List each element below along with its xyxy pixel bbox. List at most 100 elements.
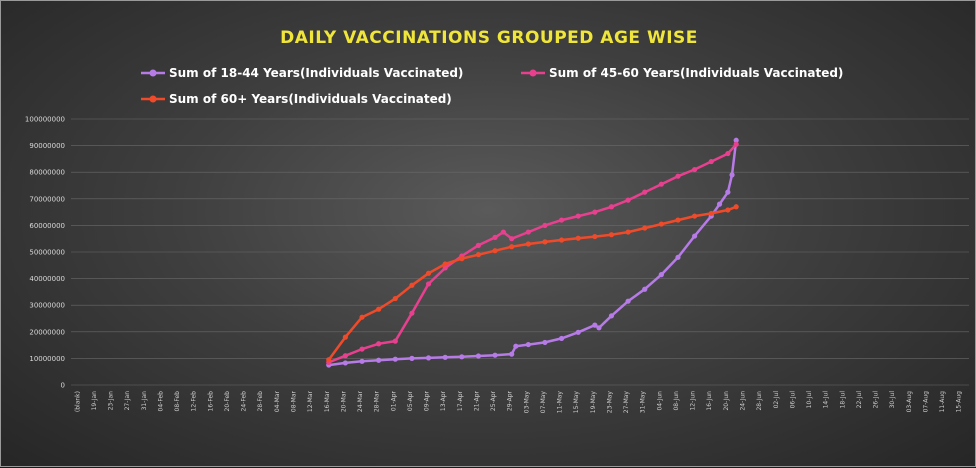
data-point [409, 310, 415, 316]
x-axis: (blank) 19-Jan 23-Jan 27-Jan 31-Jan 04-Feb 08-… [74, 390, 962, 413]
data-point [708, 158, 714, 165]
data-point [359, 346, 365, 352]
data-point [558, 217, 565, 223]
x-tick-label: 20-Feb [224, 391, 231, 412]
data-point [392, 295, 398, 302]
data-point [625, 229, 631, 235]
legend-item: Sum of 45-60 Years(Individuals Vaccinate… [521, 66, 843, 80]
x-tick-label: 22-Jul [856, 391, 863, 409]
x-tick-label: 03-Aug [906, 391, 913, 413]
x-tick-label: 23-Jan [108, 391, 115, 411]
y-tick-label: 80000000 [29, 169, 65, 177]
data-point [475, 242, 482, 248]
data-point [376, 341, 382, 347]
x-tick-label: 30-Jul [889, 391, 896, 409]
y-tick-label: 10000000 [29, 355, 65, 363]
chart-title: DAILY VACCINATIONS GROUPED AGE WISE [280, 28, 698, 48]
data-point [475, 252, 482, 258]
x-tick-label: 08-Feb [174, 391, 181, 412]
x-tick-label: 07-May [540, 391, 547, 414]
x-tick-label: 01-Apr [390, 390, 397, 411]
series-line [327, 205, 737, 361]
x-tick-label: 13-Apr [440, 390, 447, 411]
data-point [575, 213, 581, 219]
data-point [592, 209, 598, 215]
x-tick-label: 04-Mar [274, 390, 281, 412]
data-point [575, 235, 581, 241]
x-tick-label: 28-Jun [756, 391, 763, 411]
x-tick-label: 24-Mar [357, 390, 364, 412]
data-point [492, 234, 498, 240]
series-line [328, 143, 738, 364]
legend-marker [149, 95, 157, 103]
data-point [708, 210, 714, 217]
x-tick-label: 20-Mar [340, 390, 347, 412]
data-point [326, 357, 332, 363]
data-point [729, 172, 735, 178]
data-point [625, 197, 631, 203]
data-point [642, 225, 648, 231]
data-point [342, 353, 348, 359]
data-point [509, 236, 515, 242]
x-tick-label: 17-Apr [457, 390, 464, 411]
legend-item: Sum of 60+ Years(Individuals Vaccinated) [141, 92, 452, 106]
y-tick-label: 50000000 [29, 249, 65, 257]
series-2 [326, 141, 739, 365]
data-point [376, 357, 382, 363]
data-point [725, 207, 731, 213]
x-tick-label: 02-Jul [773, 391, 780, 409]
data-point [342, 360, 348, 366]
x-tick-label: 19-May [590, 391, 597, 414]
data-point [608, 232, 615, 238]
x-tick-label: 11-May [557, 391, 564, 414]
data-point [733, 204, 739, 210]
data-point [359, 358, 365, 364]
x-tick-label: 07-Aug [922, 391, 929, 413]
x-tick-label: 12-Jun [690, 391, 697, 411]
data-point [392, 338, 398, 344]
legend-marker [529, 69, 537, 77]
y-tick-label: 90000000 [29, 142, 65, 150]
data-point [658, 272, 664, 278]
data-point [459, 256, 465, 262]
y-axis: 0 10000000 20000000 30000000 40000000 5000000… [25, 116, 65, 390]
data-point [608, 313, 615, 319]
y-tick-label: 0 [61, 382, 65, 390]
x-tick-label: 05-Apr [407, 390, 414, 411]
data-point [425, 355, 432, 361]
data-point [642, 286, 648, 292]
legend-marker [149, 69, 157, 77]
data-point [642, 189, 648, 195]
y-tick-label: 30000000 [29, 302, 65, 310]
data-point [509, 351, 515, 357]
data-point [409, 355, 415, 361]
y-tick-label: 40000000 [29, 275, 65, 283]
x-tick-label: 10-Jul [806, 391, 813, 409]
data-point [525, 341, 531, 348]
data-point [409, 282, 415, 288]
x-tick-label: 19-Jan [91, 391, 98, 411]
data-point [392, 356, 398, 362]
x-tick-label: 06-Jul [789, 391, 796, 409]
chart-legend: Sum of 18-44 Years(Individuals Vaccinate… [141, 66, 843, 106]
data-point [525, 241, 531, 247]
data-point [509, 244, 515, 250]
data-point [492, 248, 498, 254]
data-point [442, 261, 448, 267]
data-point [542, 239, 548, 245]
x-tick-label: 16-Jun [706, 391, 713, 411]
series-line [328, 140, 738, 367]
x-tick-label: 28-Mar [374, 390, 381, 412]
data-point [716, 201, 723, 207]
data-point [442, 265, 448, 271]
series-1 [326, 137, 739, 368]
y-tick-label: 100000000 [25, 116, 65, 124]
data-point [608, 204, 615, 210]
data-point [675, 217, 681, 223]
data-point [658, 221, 664, 227]
x-tick-label: 23-May [606, 391, 613, 414]
data-point [558, 335, 565, 342]
x-tick-label: 03-May [523, 391, 530, 414]
